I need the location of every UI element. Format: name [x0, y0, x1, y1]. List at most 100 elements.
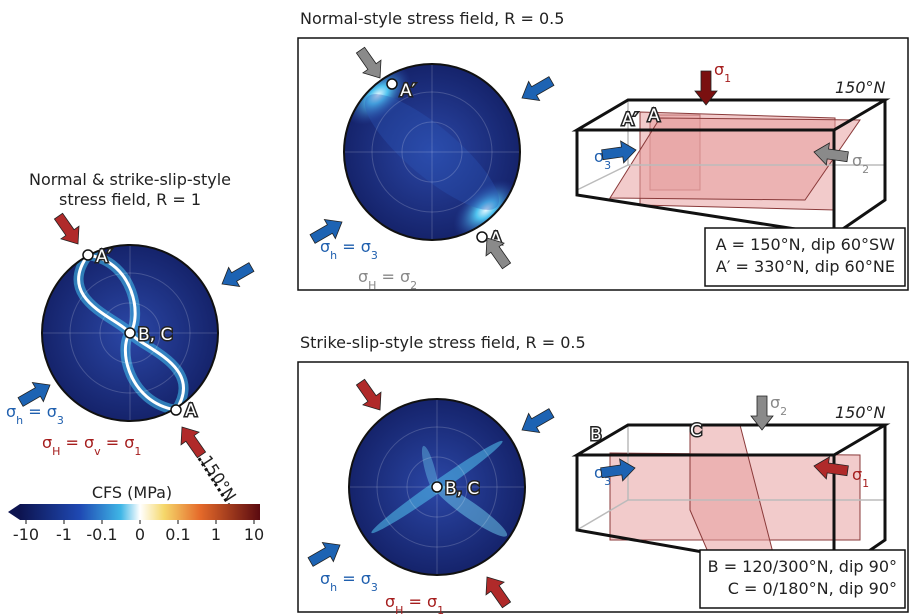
- label-part: σ: [385, 592, 395, 611]
- colorbar-extend: [8, 504, 20, 520]
- stereonet: [343, 63, 521, 243]
- label-part: = σ: [23, 402, 57, 421]
- panel-title: Normal-style stress field, R = 0.5: [300, 9, 564, 28]
- subscript: 3: [371, 581, 378, 594]
- panel-title: Strike-slip-style stress field, R = 0.5: [300, 333, 586, 352]
- stress-arrow: [180, 426, 207, 459]
- stress-label: σ1: [714, 60, 731, 85]
- subscript: h: [330, 581, 337, 594]
- label-part: = σ: [101, 433, 135, 452]
- subscript: 1: [862, 477, 869, 490]
- label-part: σ: [42, 433, 52, 452]
- colorbar-tick-label: 10: [244, 525, 264, 544]
- label-part: σ: [358, 267, 368, 286]
- subscript: 2: [862, 163, 869, 176]
- colorbar-tick-label: 0.1: [165, 525, 190, 544]
- block-diagram: [571, 98, 891, 237]
- legend-text: A = 150°N, dip 60°SW: [716, 235, 896, 254]
- stress-label: σ3: [594, 463, 611, 488]
- plane-label: C: [690, 421, 702, 441]
- stress-label: σH = σ1: [385, 592, 444, 615]
- legend-text: B = 120/300°N, dip 90°: [708, 557, 897, 576]
- label-part: σ: [770, 393, 780, 412]
- stress-label: σ1: [852, 465, 869, 490]
- colorbar-tick-label: -10: [13, 525, 39, 544]
- subscript: 2: [780, 405, 787, 418]
- label-part: = σ: [376, 267, 410, 286]
- stress-arrow: [485, 576, 512, 609]
- legend-box: [704, 227, 906, 287]
- subscript: h: [16, 414, 23, 427]
- label-part: = σ: [337, 569, 371, 588]
- label-part: σ: [320, 237, 330, 256]
- subscript: 1: [134, 445, 141, 458]
- label-part: = σ: [60, 433, 94, 452]
- subscript: h: [330, 249, 337, 262]
- stress-arrow: [17, 381, 51, 407]
- stress-arrow: [521, 408, 555, 434]
- subscript: 3: [604, 159, 611, 172]
- block-diagram: [571, 423, 891, 581]
- subscript: H: [368, 279, 376, 292]
- strike-label: 150°N: [835, 78, 886, 97]
- plane-label: B: [590, 425, 602, 445]
- plane-label: A: [648, 106, 660, 126]
- subscript: 3: [57, 414, 64, 427]
- stress-arrow: [521, 76, 555, 102]
- colorbar-title: CFS (MPa): [92, 483, 172, 502]
- label-part: σ: [6, 402, 16, 421]
- stress-arrow: [307, 541, 341, 567]
- stress-arrow: [813, 142, 849, 166]
- stress-label: σ2: [852, 151, 869, 176]
- panel-title: Normal & strike-slip-style: [29, 170, 231, 189]
- legend-text: C = 0/180°N, dip 90°: [728, 579, 897, 598]
- subscript: 1: [724, 72, 731, 85]
- subscript: H: [52, 445, 60, 458]
- label-part: σ: [852, 465, 862, 484]
- label-part: σ: [594, 147, 604, 166]
- strike-label: 150°N: [197, 452, 240, 505]
- point-label: B, C: [138, 325, 172, 345]
- arrows: [17, 46, 849, 609]
- panel-frame: [297, 37, 909, 291]
- colorbar-tick-label: 1: [211, 525, 221, 544]
- stereonet: [348, 398, 526, 576]
- stress-arrow: [53, 212, 80, 245]
- stress-label: σ3: [594, 147, 611, 172]
- colorbar: [20, 504, 260, 520]
- stress-arrow: [813, 456, 849, 480]
- label-part: σ: [714, 60, 724, 79]
- strike-label: 150°N: [835, 403, 886, 422]
- subscript: 1: [437, 604, 444, 615]
- stress-arrow: [600, 458, 636, 482]
- label-part: = σ: [403, 592, 437, 611]
- stress-label: σH = σ2: [358, 267, 417, 292]
- point-label: A′: [400, 81, 416, 101]
- stress-label: σh = σ3: [320, 237, 378, 262]
- colorbar-tick-label: -1: [56, 525, 72, 544]
- label-part: σ: [320, 569, 330, 588]
- stress-label: σh = σ3: [320, 569, 378, 594]
- point-label: A′: [96, 247, 112, 267]
- stress-arrow: [601, 140, 637, 164]
- point-label: A: [185, 401, 197, 421]
- label-part: σ: [852, 151, 862, 170]
- subscript: 2: [410, 279, 417, 292]
- plane-label: A′: [622, 110, 638, 130]
- stress-arrow: [309, 218, 343, 244]
- stress-arrow: [485, 237, 512, 270]
- legend-text: A′ = 330°N, dip 60°NE: [716, 257, 895, 276]
- stress-arrow: [694, 70, 718, 106]
- colorbar-tick-label: -0.1: [86, 525, 117, 544]
- colorbar-ticks: -10 -1 -0.1 0 0.1 1 10: [13, 520, 264, 544]
- panel-frame: [297, 361, 909, 613]
- stress-arrow: [221, 262, 255, 288]
- subscript: H: [395, 604, 403, 615]
- panel-title: stress field, R = 1: [59, 190, 201, 209]
- label-part: = σ: [337, 237, 371, 256]
- stress-arrow: [355, 46, 382, 79]
- stress-label: σ2: [770, 393, 787, 418]
- stress-label: σh = σ3: [6, 402, 64, 427]
- point-label: B, C: [445, 479, 479, 499]
